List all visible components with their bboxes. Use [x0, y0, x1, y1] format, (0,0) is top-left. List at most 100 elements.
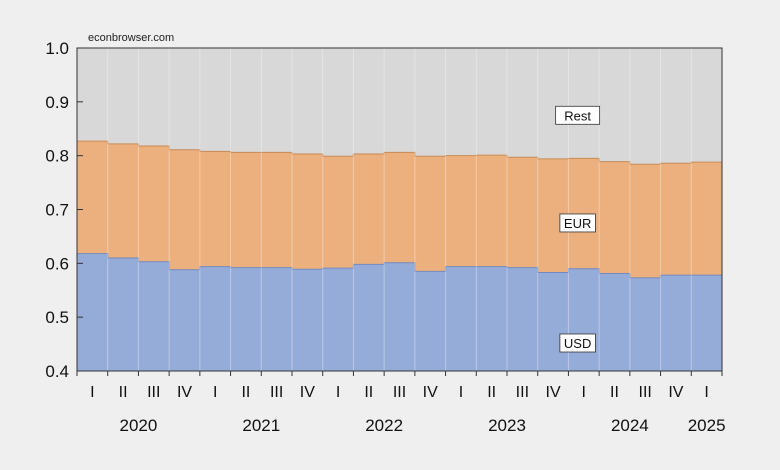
rest-segment: [138, 48, 170, 146]
usd-segment: [537, 272, 569, 371]
year-labels: 2020 2021 2022 2023 2024 2025: [120, 416, 726, 435]
x-tick-label: I: [704, 384, 708, 401]
y-tick-label: 0.4: [45, 362, 69, 381]
eur-segment: [384, 152, 416, 263]
rest-segment: [384, 48, 416, 153]
y-tick-label: 0.7: [45, 201, 69, 220]
series-labels: Rest EUR USD: [555, 105, 601, 353]
x-tick-label: III: [393, 384, 406, 401]
eur-segment: [292, 154, 324, 270]
eur-segment: [414, 156, 446, 272]
rest-segment: [199, 48, 231, 152]
eur-segment: [261, 152, 293, 268]
y-tick-label: 0.9: [45, 93, 69, 112]
eur-segment: [169, 149, 201, 270]
usd-segment: [353, 264, 385, 371]
year-label: 2024: [611, 416, 649, 435]
watermark: econbrowser.com: [88, 32, 174, 44]
usd-segment: [261, 267, 293, 371]
rest-segment: [230, 48, 262, 153]
rest-series: [77, 48, 723, 165]
usd-segment: [414, 271, 446, 371]
rest-segment: [107, 48, 139, 144]
usd-segment: [660, 275, 692, 371]
eur-segment: [199, 151, 231, 267]
usd-segment: [169, 269, 201, 371]
year-label: 2022: [365, 416, 403, 435]
year-label: 2025: [688, 416, 726, 435]
year-label: 2023: [488, 416, 526, 435]
x-tick-label: I: [90, 384, 94, 401]
rest-segment: [353, 48, 385, 155]
x-tick-label: IV: [423, 384, 438, 401]
y-tick-label: 0.6: [45, 254, 69, 273]
x-tick-label: I: [582, 384, 586, 401]
eur-segment: [599, 161, 631, 274]
x-tick-label: I: [213, 384, 217, 401]
usd-segment: [230, 267, 262, 371]
eur-segment: [138, 145, 170, 262]
rest-segment: [261, 48, 293, 153]
rest-segment: [629, 48, 661, 165]
x-tick-label: III: [516, 384, 529, 401]
eur-segment: [107, 143, 139, 258]
usd-segment: [138, 261, 170, 371]
quarter-separators: [107, 48, 692, 371]
eur-segment: [629, 164, 661, 278]
rest-segment: [322, 48, 354, 157]
x-tick-label: II: [364, 384, 373, 401]
usd-segment: [691, 275, 723, 371]
rest-segment: [537, 48, 569, 159]
x-tick-label: IV: [546, 384, 561, 401]
eur-series: [77, 140, 723, 278]
year-label: 2020: [120, 416, 158, 435]
x-tick-label: IV: [300, 384, 315, 401]
x-tick-label: III: [270, 384, 283, 401]
rest-segment: [568, 48, 600, 159]
usd-series: [77, 253, 723, 371]
usd-segment: [292, 269, 324, 371]
usd-segment: [507, 267, 539, 371]
x-tick-label: I: [459, 384, 463, 401]
rest-segment: [169, 48, 201, 150]
usd-segment: [476, 266, 508, 371]
eur-segment: [568, 158, 600, 269]
rest-segment: [476, 48, 508, 156]
rest-segment: [445, 48, 477, 156]
x-tick-label: II: [487, 384, 496, 401]
usd-segment: [322, 268, 354, 371]
eur-segment: [476, 155, 508, 267]
y-axis: 0.4 0.5 0.6 0.7 0.8 0.9 1.0: [45, 39, 83, 381]
y-tick-label: 1.0: [45, 39, 69, 58]
eur-segment: [660, 163, 692, 276]
eur-segment: [445, 155, 477, 267]
rest-segment: [292, 48, 324, 155]
usd-segment: [384, 262, 416, 371]
x-tick-label: II: [610, 384, 619, 401]
x-tick-label: IV: [177, 384, 192, 401]
usd-segment: [599, 273, 631, 371]
usd-segment: [629, 277, 661, 371]
usd-segment: [445, 266, 477, 371]
eur-top-line: [77, 140, 722, 165]
rest-segment: [77, 48, 109, 142]
usd-segment: [568, 268, 600, 371]
x-axis: I II III IV I II III IV I II III IV I II III IV I II III IV…: [76, 371, 723, 401]
series-label-box: [559, 213, 596, 233]
usd-segment: [107, 257, 139, 371]
rest-segment: [414, 48, 446, 157]
usd-top-line: [77, 253, 722, 279]
series-label: Rest: [564, 108, 591, 123]
x-tick-label: II: [119, 384, 128, 401]
usd-segment: [77, 253, 109, 371]
series-label-box: [555, 105, 601, 125]
x-tick-label: II: [241, 384, 250, 401]
eur-segment: [507, 157, 539, 268]
year-label: 2021: [242, 416, 280, 435]
x-tick-label: IV: [668, 384, 683, 401]
rest-segment: [660, 48, 692, 164]
series-label: USD: [564, 336, 591, 351]
eur-segment: [230, 152, 262, 268]
x-tick-label: III: [639, 384, 652, 401]
